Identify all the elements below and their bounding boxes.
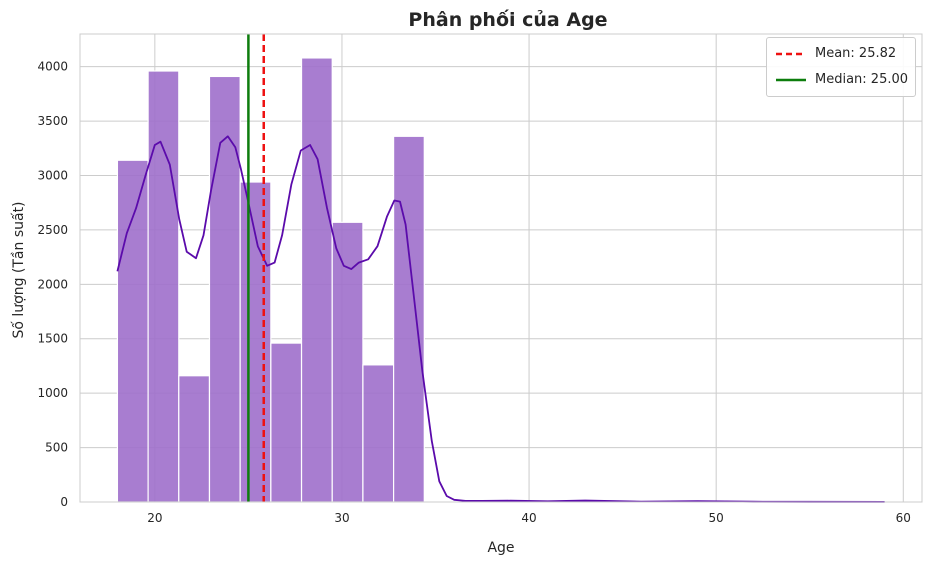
histogram-bars bbox=[116, 57, 425, 503]
y-tick-label: 1000 bbox=[37, 386, 68, 400]
y-tick-label: 2000 bbox=[37, 277, 68, 291]
legend-median-label: Median: 25.00 bbox=[815, 72, 909, 87]
legend-mean-swatch bbox=[776, 52, 806, 55]
x-tick-label: 40 bbox=[521, 511, 536, 525]
reference-lines bbox=[247, 34, 265, 502]
y-tick-label: 4000 bbox=[37, 60, 68, 74]
x-tick-label: 50 bbox=[709, 511, 724, 525]
y-tick-label: 3000 bbox=[37, 168, 68, 182]
histogram-bar bbox=[178, 375, 211, 503]
y-tick-label: 500 bbox=[45, 441, 68, 455]
histogram-bar bbox=[362, 364, 395, 503]
kde-layer bbox=[116, 135, 885, 503]
x-tick-label: 30 bbox=[334, 511, 349, 525]
kde-curve bbox=[116, 135, 885, 503]
histogram-bar bbox=[331, 221, 364, 503]
histogram-bar bbox=[147, 70, 180, 503]
y-tick-label: 2500 bbox=[37, 223, 68, 237]
x-tick-label: 20 bbox=[147, 511, 162, 525]
y-tick-label: 1500 bbox=[37, 332, 68, 346]
chart-title: Phân phối của Age bbox=[408, 8, 607, 31]
y-tick-label: 3500 bbox=[37, 114, 68, 128]
axis-ticks: 20 30 40 50 60 0 500 1000 1500 2000 2500 3000 3500 40… bbox=[37, 60, 910, 525]
histogram-bar bbox=[239, 181, 272, 503]
legend: Mean: 25.82 Median: 25.00 bbox=[766, 37, 916, 97]
legend-item-mean: Mean: 25.82 bbox=[775, 46, 896, 61]
x-tick-label: 60 bbox=[896, 511, 911, 525]
histogram-bar bbox=[208, 75, 241, 503]
histogram-bar bbox=[300, 57, 333, 503]
plot-frame bbox=[79, 33, 923, 503]
histogram-bar bbox=[116, 159, 149, 503]
histogram-bar bbox=[392, 135, 425, 503]
legend-median-swatch bbox=[776, 78, 806, 81]
y-tick-label: 0 bbox=[60, 495, 68, 509]
x-axis-label: Age bbox=[487, 540, 514, 556]
y-axis-label: Số lượng (Tần suất) bbox=[10, 201, 27, 338]
legend-mean-label: Mean: 25.82 bbox=[815, 46, 897, 61]
legend-item-median: Median: 25.00 bbox=[775, 72, 908, 87]
histogram-bar bbox=[270, 342, 303, 503]
